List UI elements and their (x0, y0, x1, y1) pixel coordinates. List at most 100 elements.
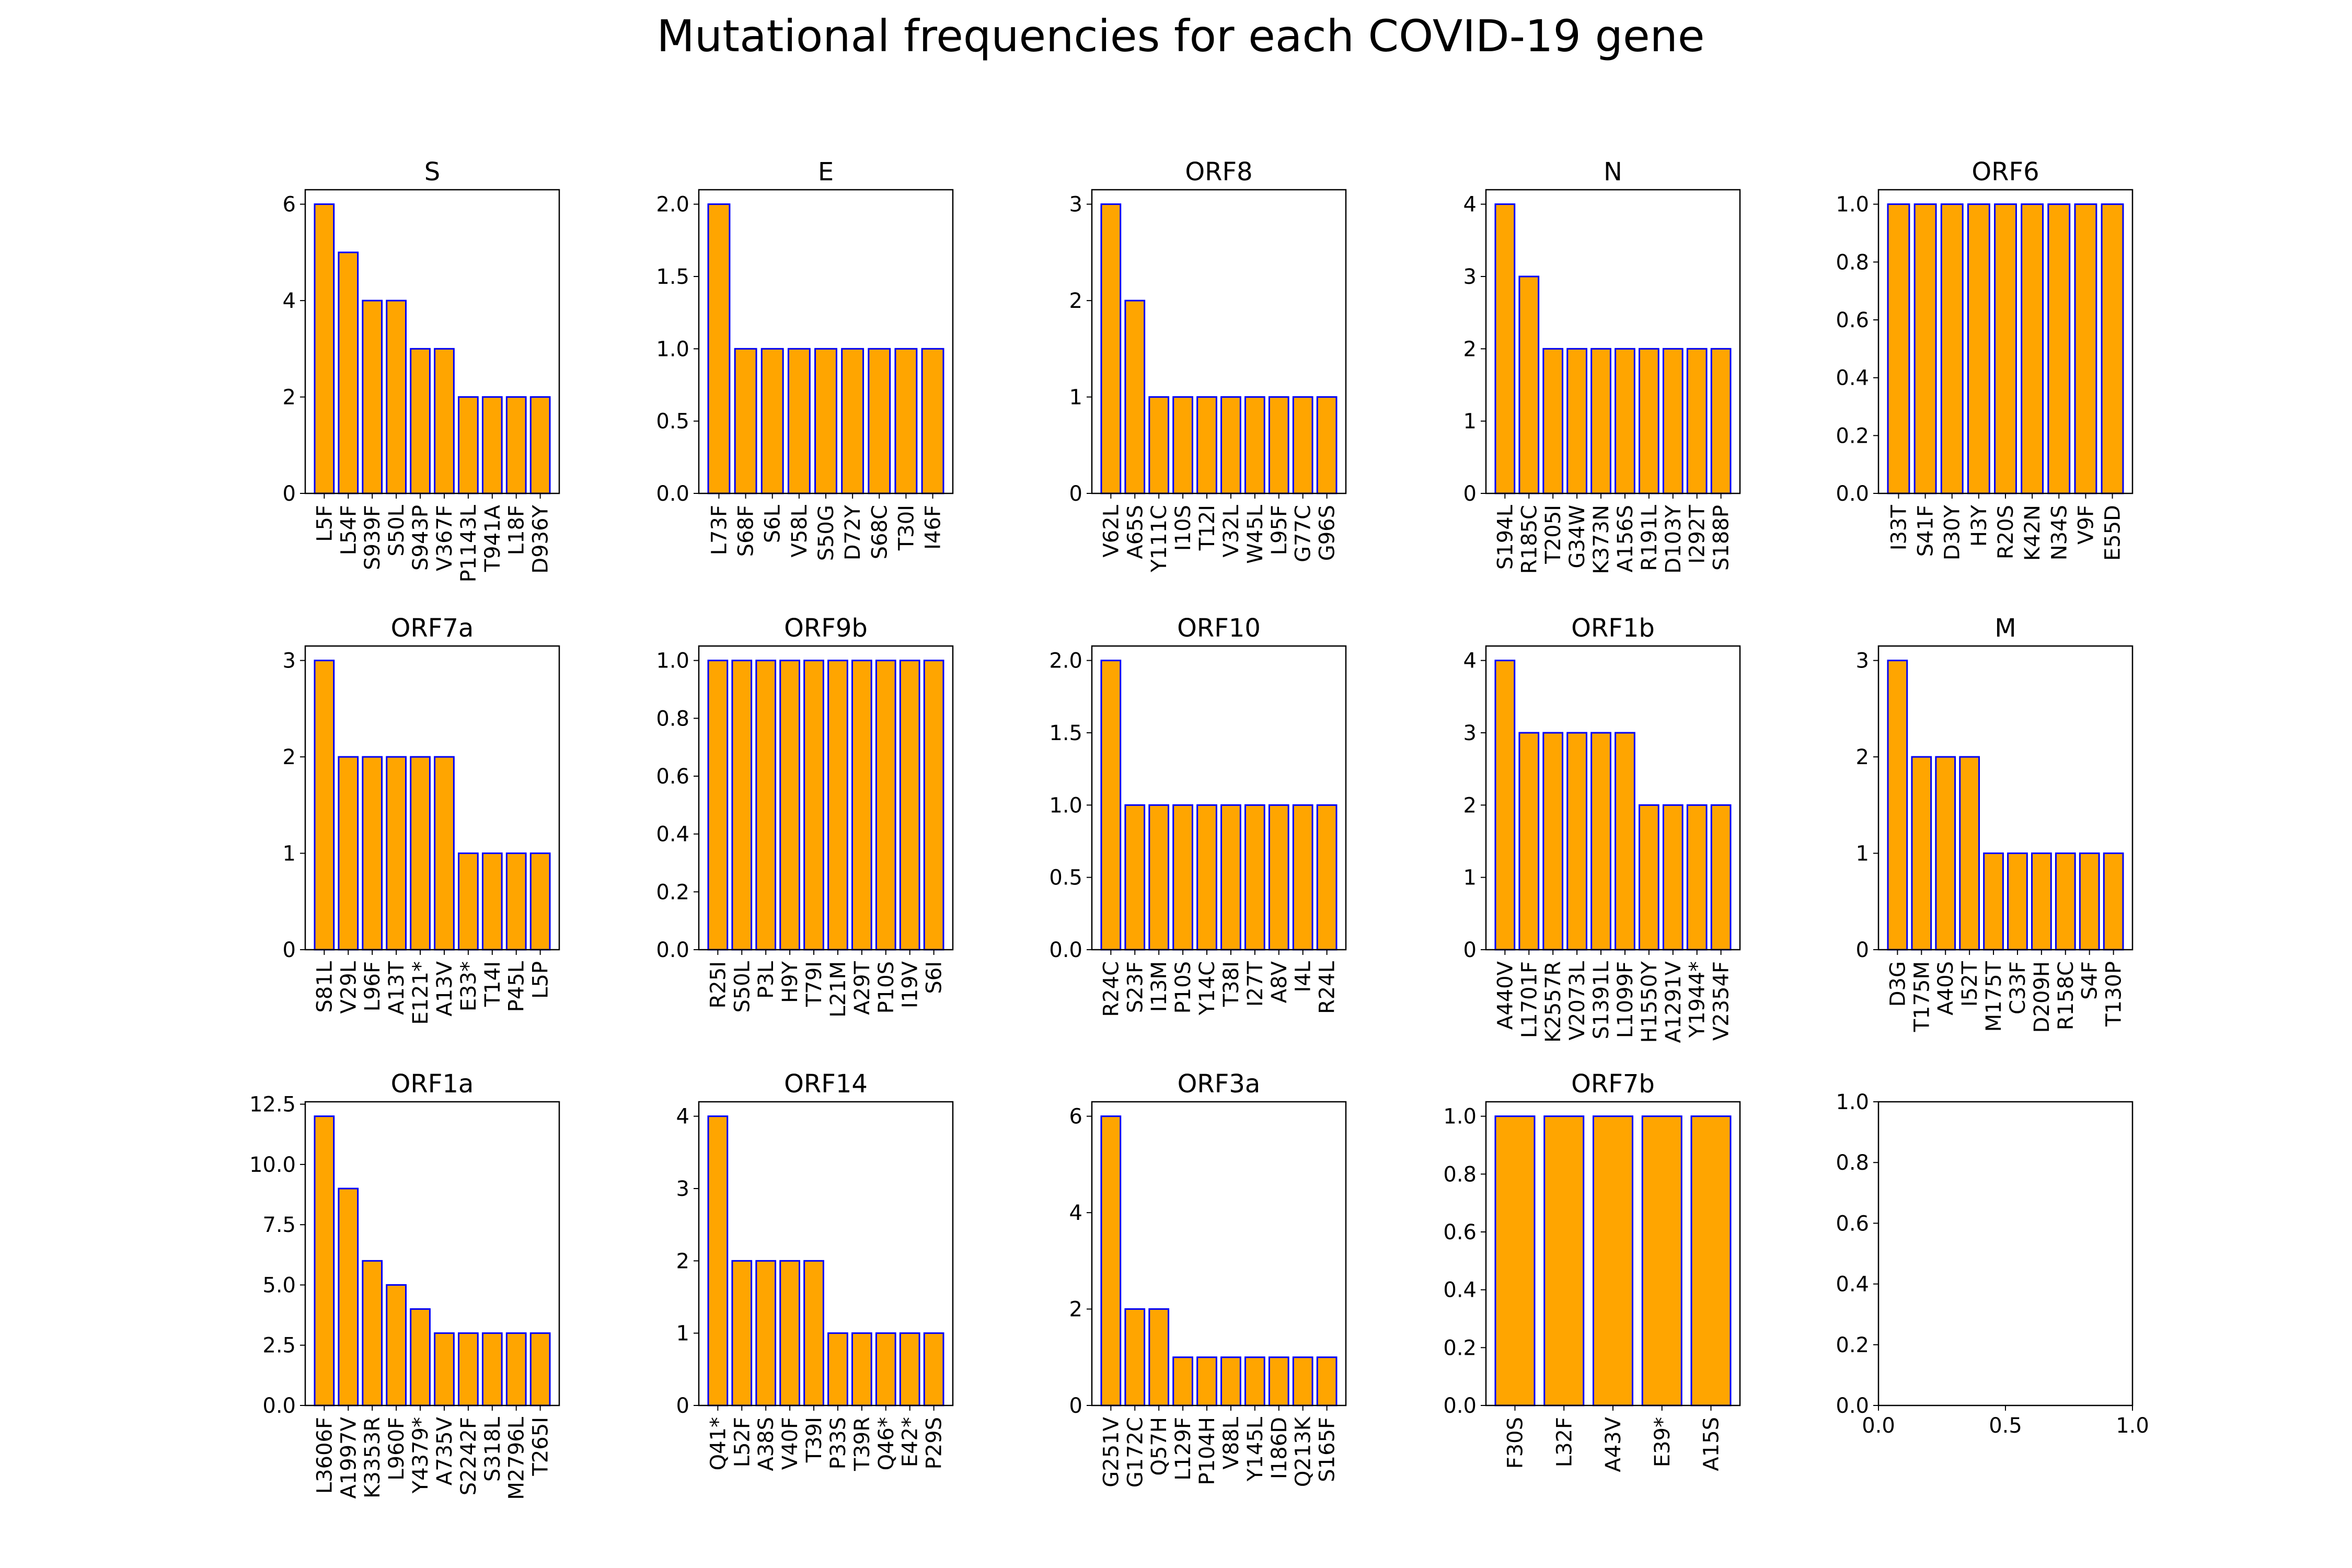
x-tick-label: S6I (923, 961, 947, 994)
bar (458, 1332, 479, 1406)
y-tick-label: 1.5 (656, 265, 689, 289)
bar (1593, 1115, 1633, 1406)
y-tick-label: 3 (1069, 193, 1082, 217)
bar (1196, 804, 1217, 951)
bar (1590, 732, 1611, 951)
x-tick-label: S68F (734, 505, 758, 557)
axes-frame (1485, 1101, 1741, 1406)
y-tick-label: 10.0 (249, 1153, 296, 1177)
bar (1639, 804, 1659, 951)
bar (1518, 732, 1540, 951)
bar (1686, 348, 1708, 494)
x-tick-label: 0.5 (1989, 1414, 2022, 1438)
subplot-orf1b: ORF1b A440V L1701F K2557R V2073L S1391L L1099F… (1463, 614, 1741, 1043)
x-tick-label: K373N (1589, 505, 1613, 574)
x-tick-label: A1291V (1662, 961, 1686, 1043)
bar (803, 660, 824, 951)
subplot-title: M (1994, 614, 2016, 643)
bar (1566, 732, 1587, 951)
bar (868, 348, 891, 494)
y-tick-label: 0 (1856, 938, 1869, 962)
x-tick-label: Y1944* (1686, 961, 1710, 1038)
bar (1316, 804, 1338, 951)
x-tick-label: R191L (1638, 504, 1662, 571)
bar (505, 1332, 527, 1406)
y-tick-label: 0.5 (656, 410, 689, 434)
y-tick-label: 0.4 (1443, 1278, 1477, 1302)
x-tick-label: H9Y (778, 961, 802, 1003)
subplot-orf8: ORF8 V62L A65S Y111C I10S T12I V32L W45L L95F G77… (1069, 157, 1347, 573)
x-tick-label: 1.0 (2116, 1414, 2149, 1438)
x-tick-label: K2557R (1541, 961, 1565, 1043)
bar (1590, 348, 1611, 494)
bar (1292, 1356, 1313, 1406)
x-tick-label: P29S (923, 1417, 947, 1469)
y-tick-label: 3 (1463, 265, 1477, 289)
y-tick-label: 3 (1463, 721, 1477, 745)
x-tick-label: S6L (761, 504, 785, 543)
bar (1100, 660, 1122, 951)
x-tick-label: L96F (361, 961, 385, 1011)
y-tick-label: 4 (676, 1105, 689, 1129)
bar (1710, 804, 1732, 951)
y-tick-label: 1 (283, 842, 296, 866)
y-tick-label: 6 (1069, 1105, 1082, 1129)
bar (875, 1332, 896, 1406)
bar (434, 1332, 455, 1406)
y-tick-label: 1.0 (656, 337, 689, 361)
x-tick-label: T38I (1219, 961, 1243, 1007)
x-tick-label: S2242F (457, 1417, 481, 1495)
x-tick-label: R20S (1994, 505, 2018, 559)
bar (707, 660, 729, 951)
x-tick-label: I13M (1147, 961, 1171, 1012)
bar (921, 348, 944, 494)
y-tick-label: 12.5 (249, 1093, 296, 1117)
x-tick-label: T79I (802, 961, 826, 1007)
bar (2079, 852, 2100, 951)
x-tick-label: E39* (1651, 1417, 1675, 1467)
y-tick-label: 0.0 (1836, 1394, 1869, 1418)
x-tick-label: T14I (481, 961, 505, 1007)
x-tick-label: A29T (850, 961, 874, 1014)
x-tick-label: A43V (1601, 1416, 1625, 1472)
y-tick-label: 2 (1069, 289, 1082, 313)
bar (779, 660, 800, 951)
bar (851, 660, 872, 951)
bar (2103, 852, 2124, 951)
bar (1244, 804, 1265, 951)
x-tick-label: P45L (505, 961, 529, 1012)
y-tick-label: 2 (676, 1249, 689, 1273)
bar (1220, 1356, 1241, 1406)
x-tick-label: L129F (1171, 1417, 1195, 1481)
x-tick-label: G77C (1292, 505, 1316, 562)
bar (1292, 804, 1313, 951)
subplot-title: ORF7b (1571, 1069, 1655, 1099)
bar (1566, 348, 1587, 494)
x-tick-label: L1099F (1613, 961, 1638, 1038)
x-tick-label: S50L (385, 504, 409, 556)
bar (2101, 203, 2124, 494)
y-tick-label: 3 (283, 649, 296, 673)
bar (1148, 804, 1170, 951)
x-tick-label: I186D (1267, 1417, 1292, 1479)
y-tick-label: 0 (676, 1394, 689, 1418)
x-tick-label: P3L (754, 961, 778, 999)
axes-frame (1091, 645, 1347, 951)
x-tick-label: P33S (826, 1417, 850, 1469)
figure-title: Mutational frequencies for each COVID-19… (656, 10, 1704, 62)
bar (1959, 756, 1980, 951)
bar (1887, 203, 1910, 494)
bar (458, 396, 479, 494)
axes-frame (1877, 189, 2134, 494)
bar (1662, 804, 1684, 951)
subplot-title: ORF3a (1178, 1069, 1261, 1099)
axes-frame (1877, 1101, 2134, 1406)
x-tick-label: H1550Y (1638, 961, 1662, 1043)
x-tick-label: S1391L (1589, 961, 1613, 1039)
y-tick-label: 0.4 (656, 823, 689, 847)
bar (338, 1187, 359, 1406)
bar (827, 1332, 848, 1406)
x-tick-label: L54F (337, 505, 361, 555)
x-tick-label: D3G (1886, 961, 1910, 1007)
